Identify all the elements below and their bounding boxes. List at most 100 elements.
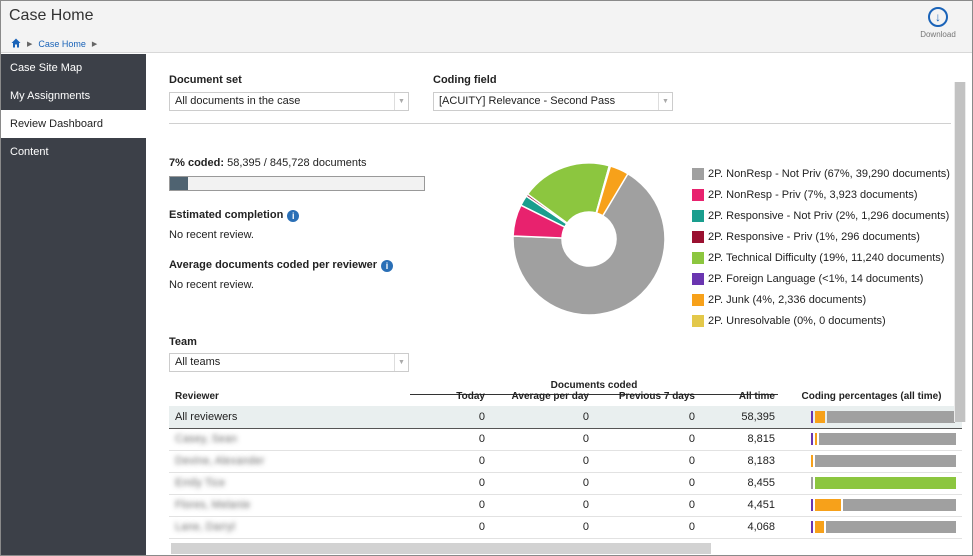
legend-swatch [692, 167, 704, 180]
today-count: 0 [279, 406, 491, 429]
table-row[interactable]: Lane, Darryl 0 0 0 4,068 [169, 516, 962, 539]
reviewer-name-redacted: Emily Tice [175, 477, 226, 489]
coding-field-select[interactable]: [ACUITY] Relevance - Second Pass ▼ [433, 92, 673, 111]
average-docs-label: Average documents coded per reviewer [169, 259, 378, 271]
coded-percent-label: 7% coded: [169, 157, 225, 169]
chevron-right-icon: ▶ [91, 41, 98, 48]
scrollbar-thumb[interactable] [955, 82, 965, 422]
estimated-completion-label: Estimated completion [169, 209, 284, 221]
coding-percentage-bar [811, 499, 956, 511]
coding-percentage-cell [781, 516, 962, 539]
table-row[interactable]: Devine, Alexander 0 0 0 8,183 [169, 450, 962, 473]
average-per-day: 0 [491, 472, 595, 495]
reviewer-name-redacted: Flores, Melanie [175, 499, 251, 511]
main-panel: Document set All documents in the case ▼… [146, 54, 972, 555]
today-count: 0 [279, 472, 491, 495]
average-per-day: 0 [491, 516, 595, 539]
reviewer-name: All reviewers [169, 406, 279, 429]
legend-label: 2P. NonResp - Not Priv (67%, 39,290 docu… [708, 167, 950, 180]
document-set-label: Document set [169, 74, 242, 86]
team-select[interactable]: All teams ▼ [169, 353, 409, 372]
previous-7-days-count: 0 [595, 494, 701, 517]
coding-field-label: Coding field [433, 74, 497, 86]
all-time-count: 58,395 [701, 406, 781, 429]
info-icon[interactable]: i [287, 210, 300, 222]
column-header-today[interactable]: Today [456, 391, 485, 402]
legend-label: 2P. Responsive - Not Priv (2%, 1,296 doc… [708, 209, 950, 222]
coded-progress-bar [169, 176, 425, 191]
document-set-select[interactable]: All documents in the case ▼ [169, 92, 409, 111]
previous-7-days-count: 0 [595, 516, 701, 539]
legend-label: 2P. Unresolvable (0%, 0 documents) [708, 314, 886, 327]
coding-percentage-segment [811, 477, 813, 489]
coding-percentage-bar [811, 433, 956, 445]
legend-item: 2P. Responsive - Not Priv (2%, 1,296 doc… [692, 205, 950, 226]
sidebar-item-review-dashboard[interactable]: Review Dashboard [1, 110, 146, 138]
legend-swatch [692, 293, 704, 306]
download-button[interactable]: ↓ Download [918, 7, 958, 39]
reviewer-name: Emily Tice [169, 472, 279, 495]
legend-swatch [692, 251, 704, 264]
legend-item: 2P. NonResp - Not Priv (67%, 39,290 docu… [692, 163, 950, 184]
estimated-completion-heading: Estimated completion i [169, 209, 300, 222]
divider [169, 123, 951, 124]
coding-percentage-segment [811, 433, 813, 445]
sidebar-item-content[interactable]: Content [10, 146, 49, 158]
donut-slice[interactable] [595, 165, 629, 217]
legend-swatch [692, 209, 704, 222]
sidebar-item-case-site-map[interactable]: Case Site Map [10, 62, 83, 74]
download-label: Download [920, 30, 956, 39]
download-icon: ↓ [928, 7, 948, 27]
all-time-count: 4,068 [701, 516, 781, 539]
column-header-all-time[interactable]: All time [738, 391, 775, 402]
coding-percentage-bar [811, 410, 956, 423]
reviewer-name: Devine, Alexander [169, 450, 279, 473]
horizontal-scrollbar[interactable] [171, 543, 711, 554]
home-icon[interactable] [11, 38, 21, 50]
reviewer-name: Flores, Melanie [169, 494, 279, 517]
reviewer-name: Casey, Sean [169, 428, 279, 451]
previous-7-days-count: 0 [595, 472, 701, 495]
coding-percentage-cell [781, 428, 962, 451]
coding-percentage-segment [815, 477, 956, 489]
column-header-average-per-day[interactable]: Average per day [511, 391, 589, 402]
column-header-coding-percentages[interactable]: Coding percentages (all time) [801, 391, 942, 402]
reviewer-table: Reviewer Today Average per day Previous … [169, 376, 962, 539]
reviewer-name-redacted: Devine, Alexander [175, 455, 265, 467]
average-per-day: 0 [491, 494, 595, 517]
sidebar-item-my-assignments[interactable]: My Assignments [10, 90, 91, 102]
all-time-count: 4,451 [701, 494, 781, 517]
previous-7-days-count: 0 [595, 450, 701, 473]
column-header-reviewer[interactable]: Reviewer [175, 391, 219, 402]
coding-percentage-segment [811, 521, 813, 533]
legend-label: 2P. Responsive - Priv (1%, 296 documents… [708, 230, 920, 243]
coding-percentage-cell [781, 472, 962, 495]
average-per-day: 0 [491, 428, 595, 451]
average-per-day: 0 [491, 406, 595, 429]
info-icon[interactable]: i [381, 260, 394, 272]
table-row[interactable]: Emily Tice 0 0 0 8,455 [169, 472, 962, 495]
table-row[interactable]: Flores, Melanie 0 0 0 4,451 [169, 494, 962, 517]
legend-item: 2P. Responsive - Priv (1%, 296 documents… [692, 226, 950, 247]
donut-slice[interactable] [526, 162, 611, 225]
coding-percentage-segment [827, 410, 955, 423]
column-header-previous-7-days[interactable]: Previous 7 days [618, 391, 695, 402]
all-time-count: 8,815 [701, 428, 781, 451]
table-row[interactable]: All reviewers 0 0 0 58,395 [169, 406, 962, 429]
legend-item: 2P. NonResp - Priv (7%, 3,923 documents) [692, 184, 950, 205]
vertical-scrollbar[interactable] [954, 82, 966, 422]
coding-percentage-cell [781, 450, 962, 473]
legend-swatch [692, 230, 704, 243]
donut-slice[interactable] [512, 172, 666, 316]
legend-item: 2P. Unresolvable (0%, 0 documents) [692, 310, 950, 331]
legend-swatch [692, 188, 704, 201]
coding-percentage-segment [814, 499, 841, 511]
coding-percentage-segment [814, 521, 824, 533]
table-row[interactable]: Casey, Sean 0 0 0 8,815 [169, 428, 962, 451]
legend-item: 2P. Junk (4%, 2,336 documents) [692, 289, 950, 310]
breadcrumb-case-home[interactable]: Case Home [38, 39, 86, 49]
chevron-down-icon: ▼ [658, 93, 672, 110]
coding-percentage-segment [811, 455, 813, 467]
page-title: Case Home [9, 7, 94, 24]
coding-percentage-bar [811, 477, 956, 489]
